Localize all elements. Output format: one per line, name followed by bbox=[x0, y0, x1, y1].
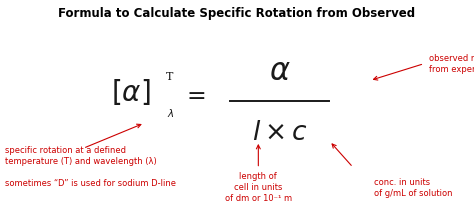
Text: $l \times c$: $l \times c$ bbox=[252, 120, 308, 145]
Text: observed rotation
from experiment: observed rotation from experiment bbox=[429, 54, 474, 74]
Text: Formula to Calculate Specific Rotation from Observed: Formula to Calculate Specific Rotation f… bbox=[58, 7, 416, 20]
Text: sometimes “D” is used for sodium D-line: sometimes “D” is used for sodium D-line bbox=[5, 179, 176, 188]
Text: $\left[\alpha\right]$: $\left[\alpha\right]$ bbox=[110, 77, 150, 107]
Text: =: = bbox=[187, 85, 207, 108]
Text: $\lambda$: $\lambda$ bbox=[167, 107, 174, 119]
Text: conc. in units
of g/mL of solution: conc. in units of g/mL of solution bbox=[374, 178, 453, 198]
Text: $\alpha$: $\alpha$ bbox=[269, 56, 291, 86]
Text: length of
cell in units
of dm or 10⁻¹ m: length of cell in units of dm or 10⁻¹ m bbox=[225, 172, 292, 203]
Text: T: T bbox=[166, 72, 173, 82]
Text: specific rotation at a defined
temperature (T) and wavelength (λ): specific rotation at a defined temperatu… bbox=[5, 146, 156, 166]
